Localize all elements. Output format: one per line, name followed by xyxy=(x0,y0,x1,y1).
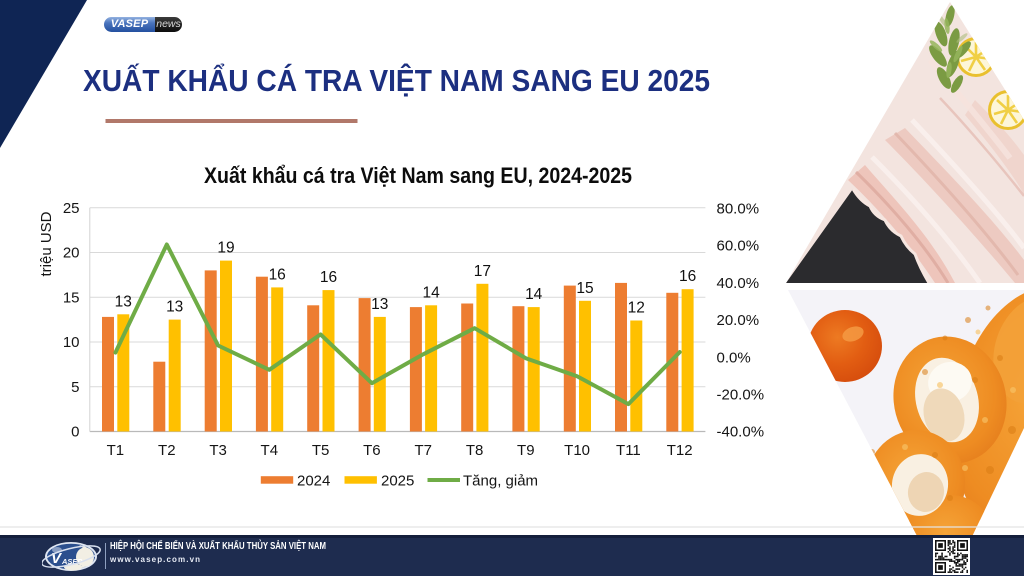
svg-text:16: 16 xyxy=(679,268,696,285)
svg-text:60.0%: 60.0% xyxy=(717,238,760,255)
svg-text:T12: T12 xyxy=(667,442,693,459)
svg-text:13: 13 xyxy=(115,293,132,310)
svg-text:-20.0%: -20.0% xyxy=(717,387,765,404)
svg-text:T8: T8 xyxy=(466,442,484,459)
svg-text:14: 14 xyxy=(422,284,440,301)
svg-text:T5: T5 xyxy=(312,442,330,459)
svg-text:T9: T9 xyxy=(517,442,535,459)
svg-text:0.0%: 0.0% xyxy=(717,349,751,366)
svg-text:40.0%: 40.0% xyxy=(717,275,760,292)
svg-text:T1: T1 xyxy=(107,442,125,459)
svg-text:ASEP: ASEP xyxy=(61,557,83,566)
svg-text:T4: T4 xyxy=(261,442,279,459)
svg-text:14: 14 xyxy=(525,286,543,303)
svg-text:20.0%: 20.0% xyxy=(717,312,760,329)
svg-text:20: 20 xyxy=(63,245,80,262)
svg-text:13: 13 xyxy=(371,296,388,313)
svg-text:Xuất khẩu cá tra Việt Nam sang: Xuất khẩu cá tra Việt Nam sang EU, 2024-… xyxy=(204,163,632,188)
svg-text:2025: 2025 xyxy=(381,473,414,490)
svg-text:10: 10 xyxy=(63,334,80,351)
svg-text:T11: T11 xyxy=(616,442,641,459)
svg-text:T10: T10 xyxy=(564,442,590,459)
svg-text:80.0%: 80.0% xyxy=(717,201,760,218)
svg-text:T3: T3 xyxy=(209,442,227,459)
svg-text:12: 12 xyxy=(628,300,645,317)
svg-text:19: 19 xyxy=(217,240,234,257)
svg-text:2024: 2024 xyxy=(297,473,330,490)
svg-text:13: 13 xyxy=(166,299,183,316)
svg-text:16: 16 xyxy=(320,269,337,286)
svg-text:0: 0 xyxy=(71,424,79,441)
svg-text:triệu USD: triệu USD xyxy=(38,211,55,276)
svg-text:-40.0%: -40.0% xyxy=(717,424,765,441)
svg-text:T6: T6 xyxy=(363,442,381,459)
svg-text:16: 16 xyxy=(269,266,286,283)
svg-text:T7: T7 xyxy=(414,442,432,459)
svg-text:XUẤT KHẨU CÁ TRA VIỆT NAM SANG: XUẤT KHẨU CÁ TRA VIỆT NAM SANG EU 2025 xyxy=(83,62,710,98)
svg-text:Tăng, giảm: Tăng, giảm xyxy=(463,473,538,490)
svg-text:25: 25 xyxy=(63,200,80,217)
svg-text:T2: T2 xyxy=(158,442,176,459)
svg-text:15: 15 xyxy=(576,280,593,297)
svg-text:5: 5 xyxy=(71,379,79,396)
svg-text:17: 17 xyxy=(474,263,491,280)
svg-text:15: 15 xyxy=(63,289,80,306)
